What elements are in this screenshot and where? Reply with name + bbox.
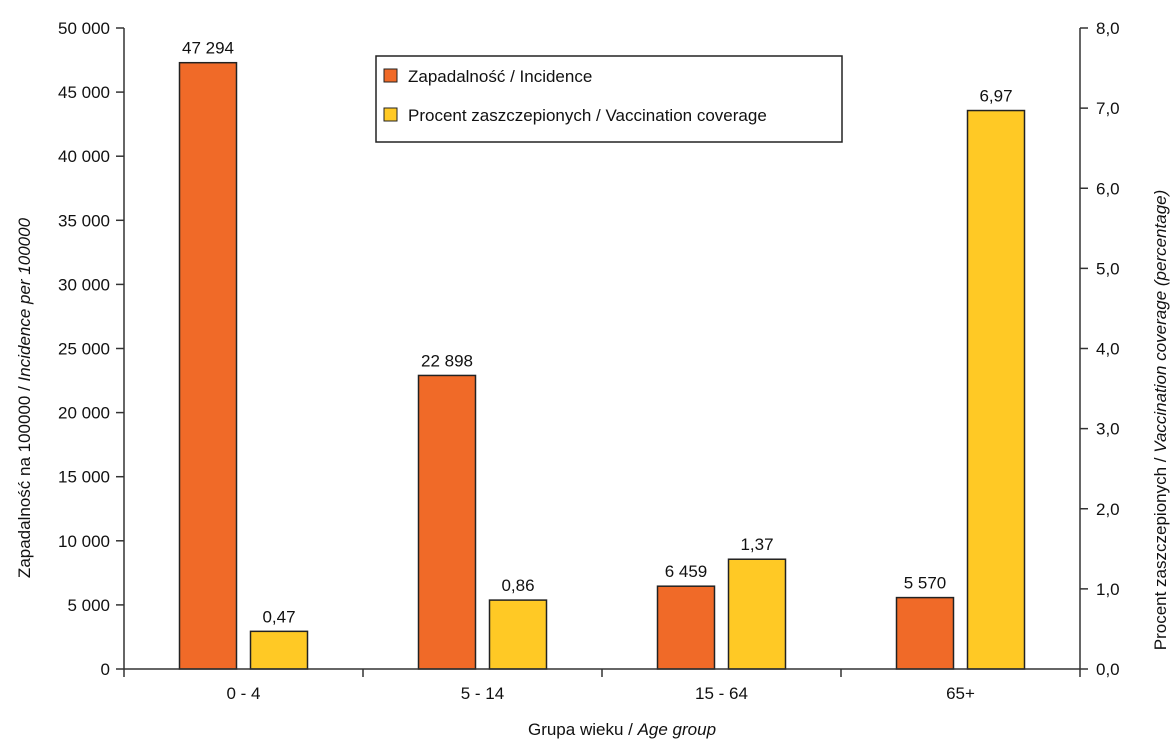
coverage-bar: [488, 599, 548, 670]
incidence-bar: [895, 596, 955, 670]
right-axis-tick-label: 8,0: [1096, 19, 1120, 38]
left-axis-title-italic: Incidence per 100000: [15, 217, 34, 381]
legend-swatch-coverage: [383, 107, 398, 122]
right-axis-tick-label: 7,0: [1096, 99, 1120, 118]
legend-label-coverage: Procent zaszczepionych / Vaccination cov…: [408, 106, 767, 125]
right-axis-tick-label: 3,0: [1096, 420, 1120, 439]
right-axis-tick-label: 1,0: [1096, 580, 1120, 599]
x-axis-category-label: 15 - 64: [695, 684, 748, 703]
left-axis-tick-label: 15 000: [58, 468, 110, 487]
coverage-data-label: 6,97: [979, 87, 1012, 106]
x-axis: 0 - 4 5 - 14 15 - 64 65+: [123, 668, 1081, 703]
right-axis-title-italic: Vaccination coverage (percentage): [1151, 190, 1170, 453]
bars-layer: 47 294 0,47 22 898 0,86 6 459 1,37 5 570 6,97: [178, 39, 1026, 670]
incidence-data-label: 5 570: [904, 574, 947, 593]
incidence-data-label: 22 898: [421, 351, 473, 370]
right-axis-tick-label: 4,0: [1096, 340, 1120, 359]
x-axis-category-label: 5 - 14: [461, 684, 504, 703]
right-axis-tick-label: 0,0: [1096, 660, 1120, 679]
incidence-data-label: 6 459: [665, 562, 708, 581]
left-axis-tick-label: 30 000: [58, 275, 110, 294]
right-axis-tick-label: 5,0: [1096, 259, 1120, 278]
left-axis-title-plain: Zapadalność na 100000 /: [15, 381, 34, 578]
right-axis-tick-label: 6,0: [1096, 179, 1120, 198]
x-axis-title: Grupa wieku / Age group: [528, 720, 716, 739]
left-axis-tick-label: 20 000: [58, 404, 110, 423]
coverage-data-label: 1,37: [740, 535, 773, 554]
left-axis-tick-label: 45 000: [58, 83, 110, 102]
left-y-axis: 0 5 000 10 000 15 000 20 000 25 000 30 000 35 0…: [58, 19, 125, 679]
left-axis-tick-label: 40 000: [58, 147, 110, 166]
legend-box: [375, 55, 843, 143]
legend-swatch-incidence: [383, 68, 398, 83]
x-axis-title-italic: Age group: [637, 720, 716, 739]
x-axis-title-plain: Grupa wieku /: [528, 720, 638, 739]
coverage-data-label: 0,86: [501, 576, 534, 595]
legend-label-incidence: Zapadalność / Incidence: [408, 67, 592, 86]
left-axis-tick-label: 5 000: [67, 596, 110, 615]
coverage-bar: [249, 630, 309, 670]
left-axis-tick-label: 10 000: [58, 532, 110, 551]
incidence-bar: [178, 61, 238, 670]
right-axis-title: Procent zaszczepionych / Vaccination cov…: [1151, 190, 1170, 651]
incidence-bar: [417, 374, 477, 670]
left-axis-title: Zapadalność na 100000 / Incidence per 10…: [15, 217, 34, 578]
right-y-axis: 0,0 1,0 2,0 3,0 4,0 5,0 6,0 7,0 8,0: [1079, 19, 1120, 679]
left-axis-tick-label: 50 000: [58, 19, 110, 38]
coverage-bar: [727, 558, 787, 670]
left-axis-tick-label: 35 000: [58, 211, 110, 230]
x-axis-category-label: 0 - 4: [226, 684, 260, 703]
left-axis-tick-label: 25 000: [58, 340, 110, 359]
x-axis-category-label: 65+: [946, 684, 975, 703]
left-axis-tick-label: 0: [101, 660, 110, 679]
incidence-data-label: 47 294: [182, 39, 234, 58]
right-axis-title-plain: Procent zaszczepionych /: [1151, 453, 1170, 650]
coverage-bar: [966, 109, 1026, 670]
legend: Zapadalność / Incidence Procent zaszczep…: [375, 55, 843, 143]
incidence-bar: [656, 585, 716, 670]
coverage-data-label: 0,47: [262, 607, 295, 626]
right-axis-tick-label: 2,0: [1096, 500, 1120, 519]
